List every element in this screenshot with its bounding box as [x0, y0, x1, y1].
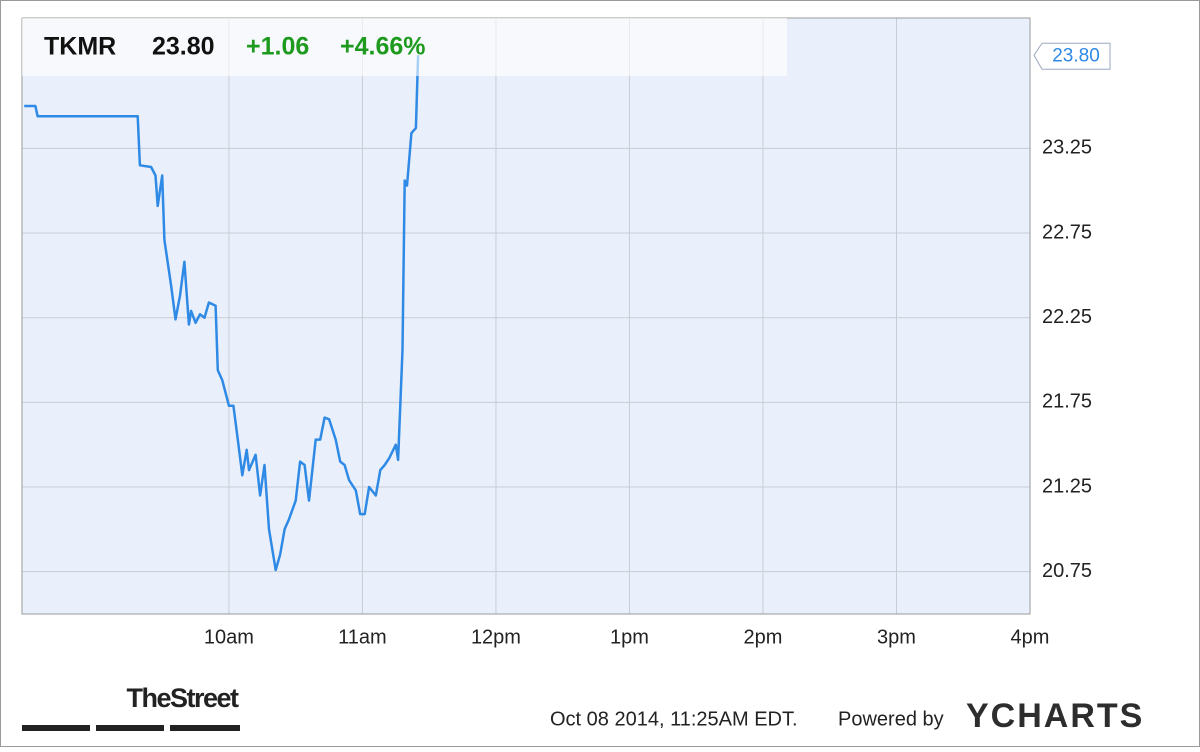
tag-box	[1033, 42, 1111, 70]
marks	[24, 55, 420, 572]
change: +1.06	[246, 33, 309, 61]
plot-area	[22, 18, 1030, 614]
timestamp: Oct 08 2014, 11:25AM EDT.	[550, 708, 798, 730]
brand: YCHARTS	[966, 697, 1144, 735]
powered-by: Powered by	[838, 708, 944, 730]
tag-label: 23.80	[1052, 45, 1100, 66]
ticker: TKMR	[44, 33, 116, 61]
change-percent: +4.66%	[340, 33, 426, 61]
y-tick-label: 22.75	[1042, 221, 1092, 243]
y-tick-label: 21.25	[1042, 475, 1092, 497]
x-tick-label: 1pm	[610, 626, 649, 648]
y-tick-label: 20.75	[1042, 560, 1092, 582]
logo-bar	[170, 725, 240, 731]
x-tick-label: 3pm	[877, 626, 916, 648]
y-tick-label: 23.25	[1042, 137, 1092, 159]
x-tick-label: 4pm	[1011, 626, 1050, 648]
x-tick-label: 10am	[204, 626, 254, 648]
x-tick-label: 11am	[338, 626, 387, 648]
price: 23.80	[152, 33, 215, 61]
y-tick-label: 21.75	[1042, 391, 1092, 413]
logo-bar	[96, 725, 164, 731]
price-line	[24, 55, 420, 572]
header-box	[22, 18, 787, 76]
logo: TheStreet	[126, 683, 239, 713]
grid	[22, 18, 1031, 614]
y-tick-label: 22.25	[1042, 306, 1092, 328]
logo-bar	[22, 725, 90, 731]
x-tick-label: 12pm	[471, 626, 521, 648]
x-tick-label: 2pm	[744, 626, 783, 648]
last-price-tag: 23.80	[1033, 42, 1111, 70]
